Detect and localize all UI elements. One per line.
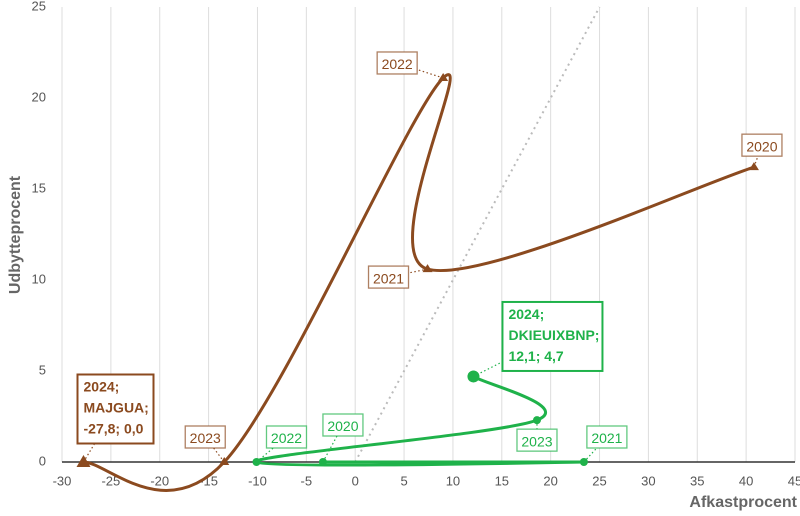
x-tick-label: -30: [53, 473, 72, 488]
label-leader: [204, 436, 225, 463]
x-tick-label: 5: [400, 473, 407, 488]
x-tick-label: -20: [150, 473, 169, 488]
point-label-callout: DKIEUIXBNP;: [508, 327, 599, 343]
point-label-callout: 2024;: [508, 306, 544, 322]
series-line: [254, 375, 586, 467]
label-leader: [322, 424, 344, 463]
label-box: [501, 300, 604, 372]
point-label-callout: 2024;: [84, 379, 120, 395]
x-tick-label: 40: [739, 473, 753, 488]
y-tick-label: 15: [32, 180, 46, 195]
label-box: [322, 413, 364, 437]
y-tick-label: 0: [39, 453, 46, 468]
x-tick-label: -5: [301, 473, 313, 488]
label-box: [586, 425, 628, 449]
point-label: 2023: [190, 430, 221, 446]
x-axis-title: Afkastprocent: [689, 494, 797, 511]
label-box: [367, 265, 410, 289]
x-tick-label: 25: [592, 473, 606, 488]
x-tick-label: 45: [788, 473, 800, 488]
point-label-callout: -27,8; 0,0: [84, 421, 144, 437]
y-tick-label: 25: [32, 0, 46, 13]
point-label: 2021: [591, 430, 622, 446]
x-tick-label: 35: [690, 473, 704, 488]
label-box: [741, 133, 783, 157]
point-label: 2020: [746, 138, 777, 154]
label-box: [516, 428, 558, 452]
point-marker: [219, 457, 230, 465]
x-tick-label: -10: [248, 473, 267, 488]
y-axis-title: Udbytteprocent: [7, 175, 24, 294]
point-label: 2022: [382, 56, 413, 72]
point-label-callout: 12,1; 4,7: [508, 348, 563, 364]
point-label: 2020: [327, 418, 358, 434]
point-label: 2021: [373, 270, 404, 286]
x-tick-label: 10: [446, 473, 460, 488]
label-box: [376, 51, 418, 75]
point-label-callout: MAJGUA;: [84, 400, 149, 416]
x-tick-label: -25: [101, 473, 120, 488]
y-tick-label: 10: [32, 271, 46, 286]
point-marker: [438, 72, 449, 81]
x-tick-label: 15: [495, 473, 509, 488]
point-label: 2022: [271, 430, 302, 446]
label-box: [184, 425, 226, 449]
x-tick-label: 0: [352, 473, 359, 488]
x-tick-label: 20: [543, 473, 557, 488]
x-tick-label: -15: [199, 473, 218, 488]
label-box: [76, 373, 155, 445]
reference-line: [354, 6, 601, 463]
y-tick-label: 5: [39, 362, 46, 377]
series-line: [83, 73, 755, 492]
x-tick-label: 30: [641, 473, 655, 488]
point-label: 2023: [521, 433, 552, 449]
label-box: [265, 425, 308, 449]
point-marker: [422, 264, 433, 273]
y-tick-label: 20: [32, 89, 46, 104]
